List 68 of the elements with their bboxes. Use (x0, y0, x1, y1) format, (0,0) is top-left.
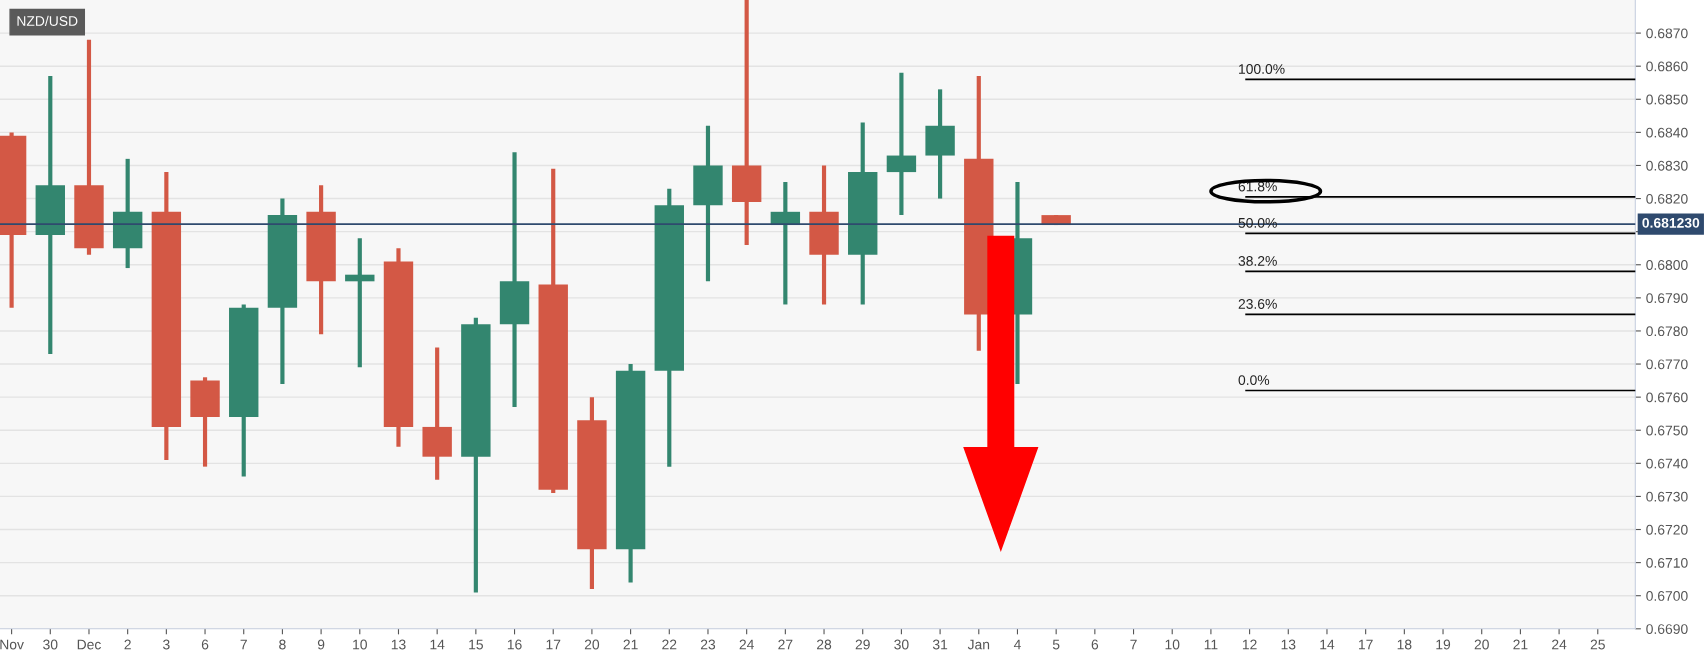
x-tick-label: 7 (1130, 639, 1137, 650)
y-tick-label: 0.6820 (1646, 193, 1688, 204)
x-tick-label: 17 (1358, 639, 1373, 650)
y-tick-label: 0.6770 (1646, 359, 1688, 370)
x-tick-label: 11 (1204, 639, 1218, 650)
x-tick-label: 23 (700, 639, 716, 650)
y-tick-label: 0.6780 (1646, 326, 1688, 337)
x-tick-label: 14 (1320, 639, 1335, 650)
x-tick-label: 7 (240, 639, 247, 650)
x-tick-label: Jan (967, 639, 990, 650)
y-tick-label: 0.6870 (1646, 28, 1688, 39)
annotation: 61.8% (1238, 181, 1277, 192)
x-tick-label: 16 (507, 639, 522, 650)
x-tick-label: 5 (1052, 639, 1060, 650)
annotation: 100.0% (1239, 64, 1285, 74)
x-tick-label: Nov (0, 639, 24, 650)
x-tick-label: 13 (391, 639, 406, 650)
y-tick-label: 0.6750 (1646, 425, 1688, 436)
y-tick-label: 0.6710 (1646, 557, 1688, 568)
y-tick-label: 0.6860 (1646, 61, 1688, 72)
annotation: 38.2% (1238, 256, 1277, 266)
x-tick-label: 8 (279, 639, 286, 650)
x-tick-label: 17 (546, 639, 561, 650)
x-tick-label: 18 (1397, 639, 1412, 650)
x-tick-label: Dec (77, 639, 101, 650)
x-tick-label: 20 (1474, 639, 1489, 650)
x-tick-label: 20 (584, 639, 600, 650)
text: NZD/USD (17, 15, 78, 26)
x-tick-label: 13 (1281, 639, 1296, 650)
y-tick-label: 0.6850 (1646, 94, 1688, 105)
y-tick-label: 0.6700 (1646, 591, 1688, 601)
y-tick-label: 0.6760 (1646, 392, 1688, 403)
ref-line-label: 0.681230 (1642, 217, 1700, 228)
x-tick-label: 29 (855, 639, 870, 650)
x-tick-label: 6 (1091, 639, 1099, 650)
x-tick-label: 10 (353, 639, 367, 650)
y-tick-label: 0.6740 (1646, 458, 1688, 469)
x-tick-label: 22 (662, 639, 677, 650)
x-tick-label: 15 (469, 639, 483, 650)
x-tick-label: 10 (1165, 639, 1180, 650)
x-tick-label: 25 (1590, 639, 1605, 650)
candlestick (886, 72, 917, 216)
x-tick-label: 31 (932, 639, 948, 650)
x-tick-label: 4 (1013, 639, 1021, 650)
annotation: 23.6% (1238, 299, 1277, 309)
y-tick-label: 0.6800 (1646, 260, 1688, 270)
y-tick-label: 0.6830 (1646, 160, 1688, 171)
x-tick-label: 14 (430, 639, 445, 650)
y-tick-label: 0.6730 (1646, 491, 1688, 502)
x-tick-label: 6 (201, 639, 209, 650)
x-tick-label: 27 (778, 639, 793, 650)
x-tick-label: 9 (317, 639, 325, 650)
y-tick-label: 0.6840 (1646, 127, 1688, 138)
x-tick-label: 28 (817, 639, 832, 650)
x-tick-label: 24 (739, 639, 754, 650)
x-tick-label: 21 (623, 639, 638, 650)
annotation: 0.0% (1238, 375, 1270, 385)
y-tick-label: 0.6720 (1646, 524, 1688, 535)
x-tick-label: 3 (163, 639, 170, 650)
x-tick-label: 30 (43, 639, 58, 650)
x-tick-label: 2 (124, 639, 131, 650)
x-tick-label: 30 (894, 639, 909, 650)
y-tick-label: 0.6790 (1646, 293, 1688, 304)
x-tick-label: 12 (1242, 639, 1257, 650)
x-tick-label: 21 (1513, 639, 1528, 650)
y-tick-label: 0.6690 (1646, 624, 1688, 634)
x-tick-label: 19 (1436, 639, 1451, 650)
x-tick-label: 24 (1552, 639, 1567, 650)
